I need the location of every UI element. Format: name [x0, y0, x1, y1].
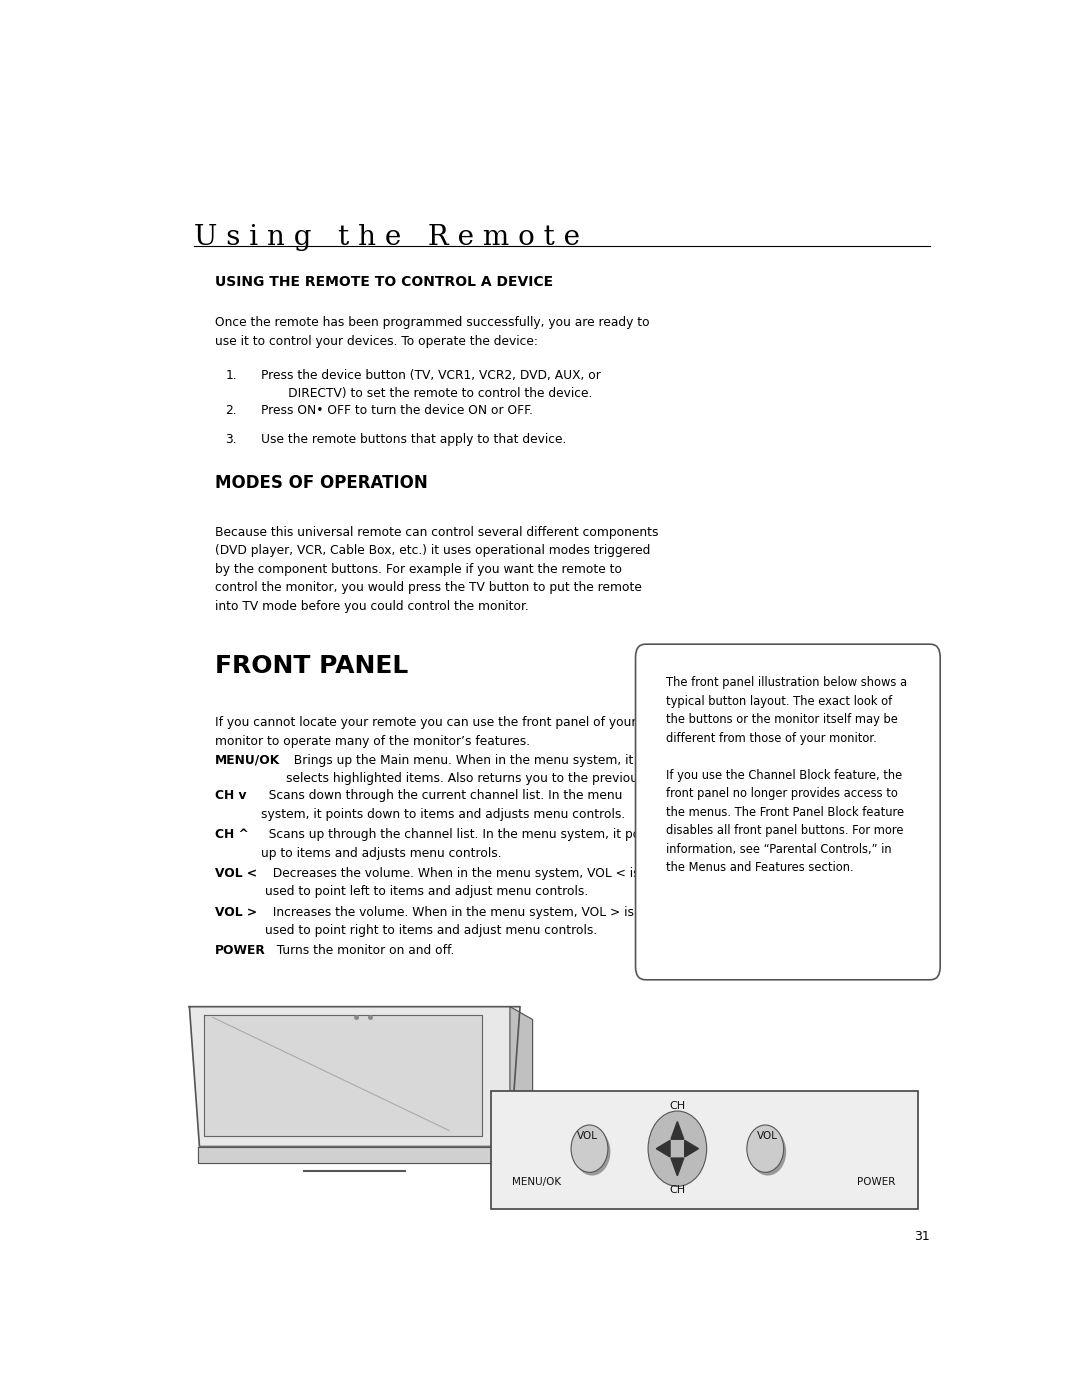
Text: 2.: 2.	[226, 404, 237, 418]
Text: USING THE REMOTE TO CONTROL A DEVICE: USING THE REMOTE TO CONTROL A DEVICE	[215, 275, 553, 289]
Text: Press the device button (TV, VCR1, VCR2, DVD, AUX, or
       DIRECTV) to set the: Press the device button (TV, VCR1, VCR2,…	[260, 369, 600, 401]
Text: VOL >: VOL >	[215, 905, 257, 919]
Text: MENU/OK: MENU/OK	[215, 754, 280, 767]
Circle shape	[750, 1129, 786, 1175]
Text: Scans down through the current channel list. In the menu
system, it points down : Scans down through the current channel l…	[260, 789, 625, 821]
Polygon shape	[671, 1158, 684, 1176]
Text: POWER: POWER	[856, 1176, 895, 1186]
Circle shape	[573, 1129, 610, 1175]
Text: POWER: POWER	[215, 944, 266, 957]
Circle shape	[571, 1125, 608, 1172]
Text: Use the remote buttons that apply to that device.: Use the remote buttons that apply to tha…	[260, 433, 566, 446]
FancyBboxPatch shape	[490, 1091, 918, 1208]
Text: 3.: 3.	[226, 433, 237, 446]
Text: CH v: CH v	[215, 789, 246, 802]
Polygon shape	[671, 1122, 684, 1140]
Text: Press ON• OFF to turn the device ON or OFF.: Press ON• OFF to turn the device ON or O…	[260, 404, 532, 418]
Text: VOL: VOL	[756, 1132, 778, 1141]
Text: FRONT PANEL: FRONT PANEL	[215, 654, 408, 678]
Text: CH: CH	[670, 1185, 686, 1196]
Circle shape	[747, 1125, 784, 1172]
Text: 31: 31	[915, 1231, 930, 1243]
Polygon shape	[685, 1140, 699, 1157]
Text: U s i n g   t h e   R e m o t e: U s i n g t h e R e m o t e	[193, 224, 580, 250]
Text: VOL <: VOL <	[215, 866, 257, 880]
Text: Brings up the Main menu. When in the menu system, it
selects highlighted items. : Brings up the Main menu. When in the men…	[285, 754, 687, 785]
Text: The front panel illustration below shows a
typical button layout. The exact look: The front panel illustration below shows…	[666, 676, 907, 875]
Text: MODES OF OPERATION: MODES OF OPERATION	[215, 474, 428, 492]
Polygon shape	[189, 1007, 521, 1147]
Polygon shape	[204, 1016, 483, 1136]
Text: VOL: VOL	[578, 1132, 598, 1141]
Text: If you cannot locate your remote you can use the front panel of your
monitor to : If you cannot locate your remote you can…	[215, 717, 636, 747]
Polygon shape	[510, 1007, 532, 1153]
Polygon shape	[198, 1147, 501, 1162]
Polygon shape	[657, 1140, 670, 1157]
Text: CH ^: CH ^	[215, 828, 248, 841]
Text: MENU/OK: MENU/OK	[512, 1176, 562, 1186]
Text: 1.: 1.	[226, 369, 237, 381]
Circle shape	[648, 1111, 706, 1186]
Text: Increases the volume. When in the menu system, VOL > is
used to point right to i: Increases the volume. When in the menu s…	[265, 905, 634, 937]
Text: Because this universal remote can control several different components
(DVD play: Because this universal remote can contro…	[215, 525, 658, 613]
Text: Turns the monitor on and off.: Turns the monitor on and off.	[269, 944, 455, 957]
Text: Decreases the volume. When in the menu system, VOL < is
used to point left to it: Decreases the volume. When in the menu s…	[265, 866, 639, 898]
Text: Scans up through the channel list. In the menu system, it points
up to items and: Scans up through the channel list. In th…	[260, 828, 662, 859]
FancyBboxPatch shape	[635, 644, 941, 979]
Text: CH: CH	[670, 1101, 686, 1112]
Text: Once the remote has been programmed successfully, you are ready to
use it to con: Once the remote has been programmed succ…	[215, 316, 649, 348]
